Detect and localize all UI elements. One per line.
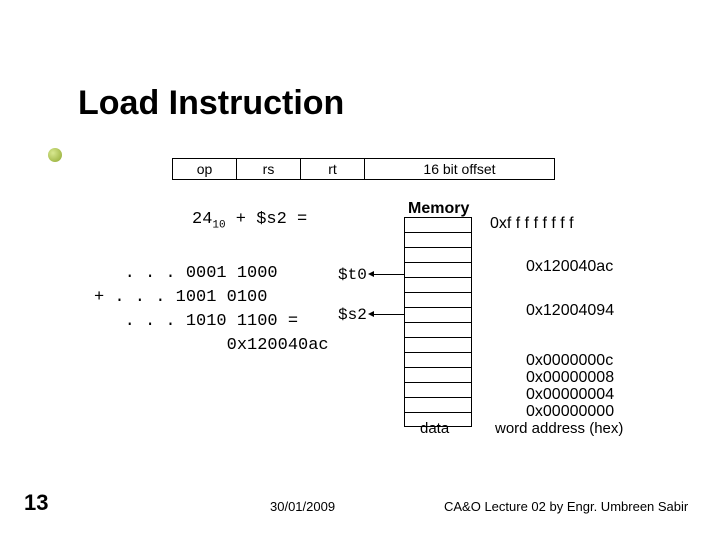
memory-cell (404, 277, 472, 292)
memory-cell (404, 352, 472, 367)
addr-04: 0x00000004 (526, 386, 614, 404)
reg-s2-label: $s2 (338, 306, 367, 324)
memory-cell (404, 307, 472, 322)
memory-title: Memory (408, 200, 469, 218)
calc-line-1: . . . 0001 1000 (94, 262, 329, 286)
addr-08: 0x00000008 (526, 369, 614, 387)
memory-top-address: 0xf f f f f f f f (490, 215, 574, 233)
memory-cell (404, 247, 472, 262)
addr-0c: 0x0000000c (526, 352, 613, 370)
arrow-to-t0 (374, 274, 404, 275)
cell-offset: 16 bit offset (365, 159, 555, 180)
addr-ac: 0x120040ac (526, 258, 613, 276)
calc-block: . . . 0001 1000 + . . . 1001 0100 . . . … (94, 262, 329, 358)
bullet-decor (48, 148, 62, 162)
memory-cell (404, 217, 472, 232)
eq-sub: 10 (212, 219, 225, 231)
slide-title: Load Instruction (78, 84, 344, 123)
calc-line-4: 0x120040ac (94, 334, 329, 358)
memory-cell (404, 367, 472, 382)
calc-line-3: . . . 1010 1100 = (94, 310, 329, 334)
addr-94: 0x12004094 (526, 302, 614, 320)
eq-coeff: 24 (192, 210, 212, 229)
memory-cell (404, 262, 472, 277)
word-address-label: word address (hex) (495, 420, 623, 437)
arrow-to-s2 (374, 314, 404, 315)
addr-00: 0x00000000 (526, 403, 614, 421)
eq-rest: + $s2 = (226, 210, 308, 229)
footer-date: 30/01/2009 (270, 499, 335, 514)
reg-t0-label: $t0 (338, 266, 367, 284)
cell-rs: rs (237, 159, 301, 180)
slide-number: 13 (24, 490, 48, 516)
memory-column (404, 217, 472, 427)
memory-cell (404, 232, 472, 247)
memory-cell (404, 292, 472, 307)
memory-cell (404, 337, 472, 352)
data-label: data (420, 420, 449, 437)
footer-credit: CA&O Lecture 02 by Engr. Umbreen Sabir (444, 499, 688, 514)
memory-cell (404, 322, 472, 337)
cell-op: op (173, 159, 237, 180)
memory-cell (404, 382, 472, 397)
equation-line: 2410 + $s2 = (192, 210, 307, 231)
instruction-format-table: op rs rt 16 bit offset (172, 158, 555, 180)
calc-line-2: + . . . 1001 0100 (94, 286, 329, 310)
cell-rt: rt (301, 159, 365, 180)
memory-cell (404, 397, 472, 412)
